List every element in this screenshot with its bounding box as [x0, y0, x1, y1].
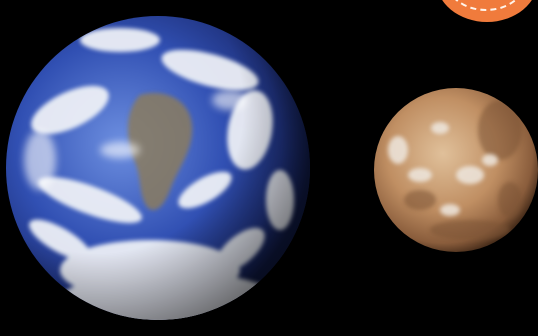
corner-badge-dashed-ring: [445, 0, 527, 11]
earth-planet: [6, 16, 310, 320]
mars-planet: [374, 88, 538, 252]
